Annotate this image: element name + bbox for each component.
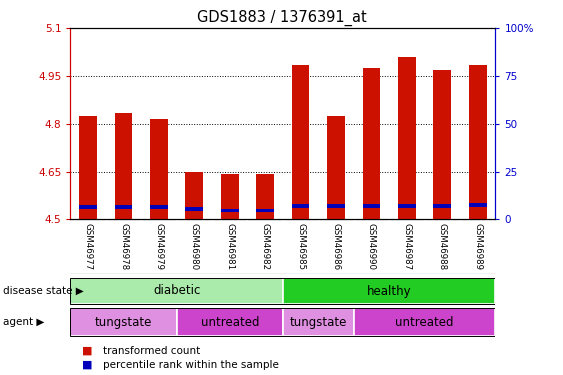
Bar bbox=[150, 119, 168, 219]
Bar bbox=[256, 174, 274, 219]
Text: healthy: healthy bbox=[367, 285, 412, 297]
Bar bbox=[150, 206, 168, 209]
Bar bbox=[398, 57, 415, 219]
Bar bbox=[70, 278, 283, 304]
Bar bbox=[283, 308, 354, 336]
Bar bbox=[363, 204, 381, 208]
Bar bbox=[185, 172, 203, 219]
Text: GSM46979: GSM46979 bbox=[154, 223, 163, 270]
Bar bbox=[221, 209, 239, 212]
Bar bbox=[221, 174, 239, 219]
Bar bbox=[363, 68, 381, 219]
Text: tungstate: tungstate bbox=[95, 316, 152, 328]
Text: GSM46978: GSM46978 bbox=[119, 223, 128, 270]
Text: GSM46982: GSM46982 bbox=[261, 223, 270, 270]
Bar bbox=[79, 116, 97, 219]
Bar bbox=[354, 308, 495, 336]
Text: untreated: untreated bbox=[200, 316, 259, 328]
Text: GSM46986: GSM46986 bbox=[332, 223, 341, 270]
Text: GSM46990: GSM46990 bbox=[367, 223, 376, 270]
Text: agent ▶: agent ▶ bbox=[3, 317, 44, 327]
Bar bbox=[70, 308, 177, 336]
Bar bbox=[327, 204, 345, 208]
Text: GSM46988: GSM46988 bbox=[438, 223, 447, 270]
Text: disease state ▶: disease state ▶ bbox=[3, 286, 83, 296]
Bar bbox=[327, 116, 345, 219]
Bar bbox=[79, 206, 97, 209]
Text: ■: ■ bbox=[82, 360, 92, 370]
Bar bbox=[256, 209, 274, 212]
Bar bbox=[434, 204, 451, 208]
Text: GSM46981: GSM46981 bbox=[225, 223, 234, 270]
Bar bbox=[469, 65, 486, 219]
Text: GDS1883 / 1376391_at: GDS1883 / 1376391_at bbox=[196, 9, 367, 26]
Text: percentile rank within the sample: percentile rank within the sample bbox=[103, 360, 279, 370]
Bar bbox=[469, 204, 486, 207]
Text: tungstate: tungstate bbox=[289, 316, 347, 328]
Bar bbox=[185, 207, 203, 211]
Bar bbox=[434, 70, 451, 219]
Text: GSM46985: GSM46985 bbox=[296, 223, 305, 270]
Text: ■: ■ bbox=[82, 346, 92, 355]
Bar bbox=[398, 204, 415, 208]
Bar bbox=[115, 206, 132, 209]
Bar bbox=[292, 65, 310, 219]
Bar bbox=[115, 112, 132, 219]
Bar bbox=[292, 204, 310, 208]
Text: GSM46987: GSM46987 bbox=[403, 223, 412, 270]
Text: GSM46977: GSM46977 bbox=[83, 223, 92, 270]
Text: diabetic: diabetic bbox=[153, 285, 200, 297]
Bar bbox=[177, 308, 283, 336]
Text: GSM46980: GSM46980 bbox=[190, 223, 199, 270]
Text: untreated: untreated bbox=[395, 316, 454, 328]
Bar bbox=[283, 278, 495, 304]
Text: transformed count: transformed count bbox=[103, 346, 200, 355]
Text: GSM46989: GSM46989 bbox=[473, 223, 482, 270]
